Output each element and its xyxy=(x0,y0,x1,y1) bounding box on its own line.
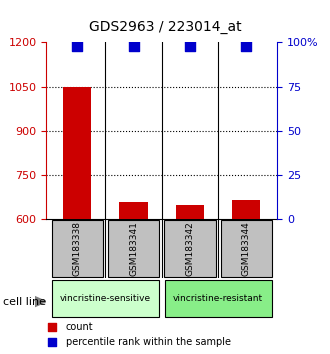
Text: cell line: cell line xyxy=(3,297,46,307)
Text: GSM183344: GSM183344 xyxy=(242,221,251,276)
Text: count: count xyxy=(66,321,93,332)
Text: GDS2963 / 223014_at: GDS2963 / 223014_at xyxy=(89,19,241,34)
Text: GSM183341: GSM183341 xyxy=(129,221,138,276)
Bar xyxy=(165,280,272,316)
Bar xyxy=(164,220,215,277)
Text: percentile rank within the sample: percentile rank within the sample xyxy=(66,337,231,348)
Text: vincristine-resistant: vincristine-resistant xyxy=(173,294,263,303)
Bar xyxy=(220,220,272,277)
Point xyxy=(49,324,54,329)
Bar xyxy=(52,280,159,316)
Bar xyxy=(176,205,204,219)
Bar xyxy=(108,220,159,277)
Point xyxy=(187,43,192,49)
Point xyxy=(131,43,136,49)
Text: vincristine-sensitive: vincristine-sensitive xyxy=(60,294,151,303)
Bar xyxy=(51,220,103,277)
Point xyxy=(75,43,80,49)
Text: GSM183338: GSM183338 xyxy=(73,221,82,276)
Bar xyxy=(119,202,148,219)
Bar xyxy=(63,87,91,219)
Bar xyxy=(232,200,260,219)
Point xyxy=(49,340,54,346)
Point xyxy=(244,43,249,49)
Polygon shape xyxy=(35,297,46,307)
Text: GSM183342: GSM183342 xyxy=(185,221,194,276)
